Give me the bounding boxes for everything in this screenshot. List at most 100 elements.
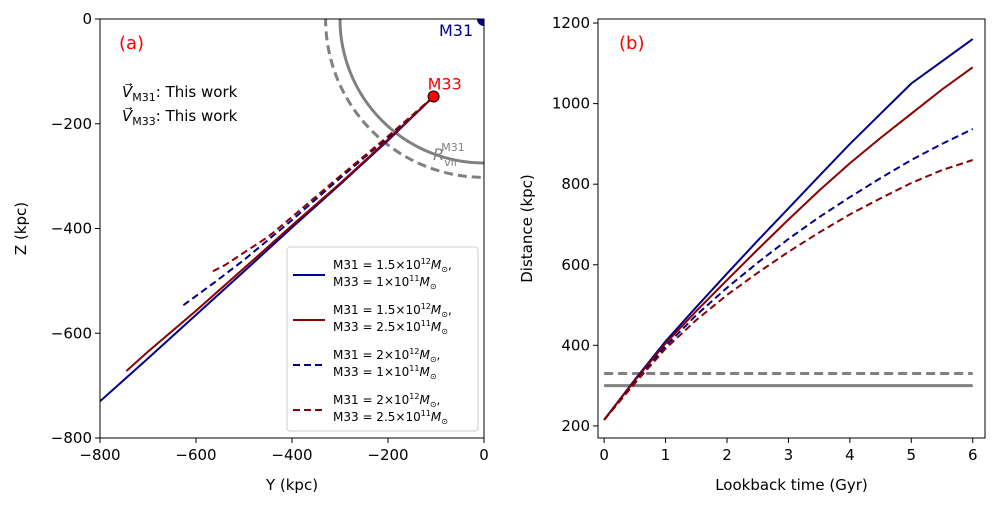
- legend-text-base: M31 = 1.5×10: [333, 258, 421, 272]
- panel-label-a: (a): [119, 33, 144, 54]
- legend-text-base: M33 = 2.5×10: [333, 320, 421, 334]
- legend-exponent: 12: [409, 392, 419, 401]
- legend-label-2: M31 = 1.5×1012M⊙,: [333, 302, 452, 319]
- velocity-sub: M31: [132, 91, 156, 104]
- legend-mass: M: [419, 393, 430, 407]
- legend-mass-sub: ⊙: [430, 400, 437, 409]
- y-tick-label-a: −400: [51, 220, 92, 238]
- legend-label-2: M33 = 2.5×1011M⊙: [333, 319, 448, 336]
- panel-label-b: (b): [619, 33, 644, 54]
- legend-label-1: M33 = 1×1011M⊙: [333, 274, 437, 291]
- legend-text-base: M33 = 1×10: [333, 275, 409, 289]
- x-tick-label-b: 1: [661, 446, 671, 464]
- legend-comma: ,: [437, 393, 441, 407]
- x-tick-label-b: 5: [907, 446, 917, 464]
- velocity-sub: M33: [132, 115, 156, 128]
- legend-mass: M: [431, 410, 442, 424]
- legend-mass: M: [431, 303, 442, 317]
- legend-text-base: M31 = 2×10: [333, 348, 409, 362]
- legend-comma: ,: [448, 258, 452, 272]
- legend-mass: M: [431, 258, 442, 272]
- x-tick-label-a: −200: [367, 446, 408, 464]
- y-tick-label-b: 1200: [552, 14, 590, 32]
- y-tick-label-a: −800: [51, 429, 92, 447]
- legend-text-base: M31 = 1.5×10: [333, 303, 421, 317]
- legend-comma: ,: [448, 303, 452, 317]
- legend-exponent: 12: [409, 347, 419, 356]
- m33-label: M33: [428, 75, 462, 94]
- legend-box-a: [286, 246, 479, 432]
- y-tick-label-b: 1000: [552, 95, 590, 113]
- panel-b: (b) 0 1 2 3 4 5 6 200 400 600 800 1000 1200 Lookback t…: [518, 14, 986, 494]
- distance-line-2: [603, 66, 974, 421]
- legend-label-1: M31 = 1.5×1012M⊙,: [333, 257, 452, 274]
- legend-mass-sub: ⊙: [441, 265, 448, 274]
- axes-frame-b: [597, 18, 986, 439]
- legend-label-4: M33 = 2.5×1011M⊙: [333, 409, 448, 426]
- legend-label-4: M31 = 2×1012M⊙,: [333, 392, 440, 409]
- velocity-text-2: V⃗M33: This work: [122, 106, 238, 128]
- legend-mass-sub: ⊙: [441, 310, 448, 319]
- y-tick-label-b: 800: [561, 175, 590, 193]
- velocity-rest: : This work: [156, 107, 238, 125]
- legend-exponent: 11: [409, 364, 419, 373]
- x-tick-label-a: 0: [479, 446, 489, 464]
- virial-radius-sub: vir: [444, 156, 459, 169]
- legend-exponent: 12: [421, 302, 431, 311]
- x-tick-label-b: 2: [722, 446, 732, 464]
- y-axis-label-b: Distance (kpc): [518, 174, 536, 283]
- legend-text-base: M31 = 2×10: [333, 393, 409, 407]
- y-tick-label-b: 600: [561, 256, 590, 274]
- virial-radius-sup: M31: [441, 141, 465, 154]
- m31-label: M31: [439, 21, 473, 40]
- velocity-symbol: V⃗: [122, 82, 134, 101]
- distance-line-4: [603, 159, 974, 421]
- velocity-symbol: V⃗: [122, 106, 134, 125]
- y-tick-label-b: 400: [561, 336, 590, 354]
- distance-line-3: [603, 128, 974, 421]
- legend-mass: M: [419, 365, 430, 379]
- y-tick-label-a: −200: [51, 115, 92, 133]
- y-tick-label-a: −600: [51, 324, 92, 342]
- velocity-text-1: V⃗M31: This work: [122, 82, 238, 104]
- legend-mass-sub: ⊙: [430, 282, 437, 291]
- x-axis-label-a: Y (kpc): [265, 476, 318, 494]
- legend-exponent: 12: [421, 257, 431, 266]
- virial-radius-label: RvirM31: [433, 141, 465, 169]
- y-tick-label-a: 0: [82, 10, 92, 28]
- y-tick-label-b: 200: [561, 417, 590, 435]
- legend-exponent: 11: [409, 274, 419, 283]
- legend-exponent: 11: [421, 319, 431, 328]
- legend-mass: M: [431, 320, 442, 334]
- legend-label-3: M33 = 1×1011M⊙: [333, 364, 437, 381]
- m33-marker: [427, 90, 440, 103]
- x-tick-label-a: −600: [175, 446, 216, 464]
- x-tick-label-a: −800: [79, 446, 120, 464]
- velocity-rest: : This work: [156, 83, 238, 101]
- distance-line-1: [603, 38, 974, 421]
- m31-marker: [477, 19, 484, 26]
- legend-text-base: M33 = 1×10: [333, 365, 409, 379]
- legend-mass-sub: ⊙: [430, 372, 437, 381]
- legend-text-base: M33 = 2.5×10: [333, 410, 421, 424]
- orbit-line-2: [125, 95, 435, 372]
- legend-mass-sub: ⊙: [441, 417, 448, 426]
- x-tick-label-b: 6: [968, 446, 978, 464]
- orbit-line-4: [209, 95, 435, 274]
- legend-comma: ,: [437, 348, 441, 362]
- plot-area-a: [100, 19, 484, 403]
- x-tick-label-b: 3: [784, 446, 794, 464]
- x-tick-label-a: −400: [271, 446, 312, 464]
- legend-exponent: 11: [421, 409, 431, 418]
- x-axis-label-b: Lookback time (Gyr): [715, 476, 868, 494]
- x-tick-label-b: 4: [845, 446, 855, 464]
- legend-mass-sub: ⊙: [430, 355, 437, 364]
- y-axis-label-a: Z (kpc): [12, 202, 30, 255]
- legend-mass: M: [419, 348, 430, 362]
- legend-mass: M: [419, 275, 430, 289]
- x-tick-label-b: 0: [599, 446, 609, 464]
- legend-mass-sub: ⊙: [441, 327, 448, 336]
- legend-label-3: M31 = 2×1012M⊙,: [333, 347, 440, 364]
